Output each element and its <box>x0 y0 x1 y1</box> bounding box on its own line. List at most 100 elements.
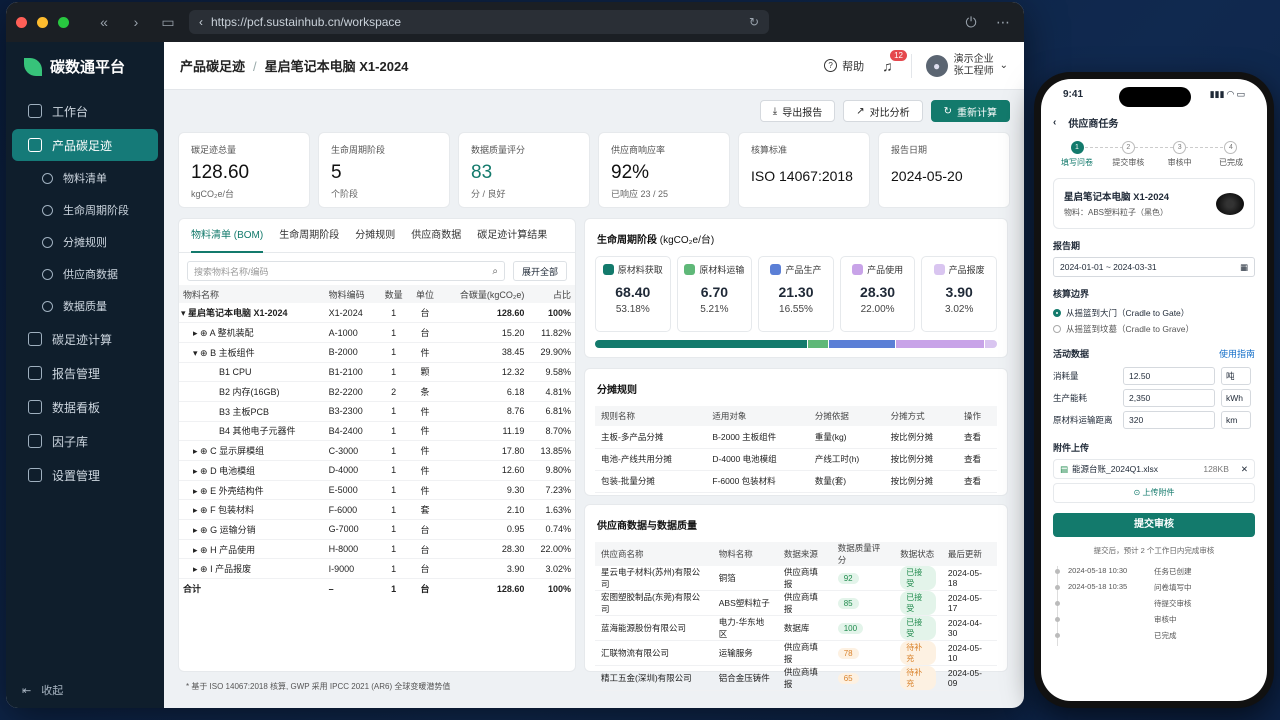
sidebar-item-11[interactable]: 设置管理 <box>12 459 158 491</box>
caret-right-icon[interactable]: ▾ ⊕ <box>193 347 211 358</box>
activity-input[interactable]: 12.50 <box>1123 367 1215 385</box>
export-report-button[interactable]: ⤓ 导出报告 <box>759 100 836 122</box>
back-icon[interactable]: « <box>100 14 108 30</box>
table-row[interactable]: ▸ ⊕ H 产品使用 H-8000 1 台 28.30 22.00% <box>179 539 575 560</box>
lifecycle-card[interactable]: 产品报废 3.90 3.02% <box>921 256 997 332</box>
sidebar-item-10[interactable]: 因子库 <box>12 425 158 457</box>
caret-right-icon[interactable]: ▸ ⊕ <box>193 465 211 476</box>
unit-select[interactable]: 吨 <box>1221 367 1251 385</box>
help-button[interactable]: ? 帮助 <box>824 58 864 74</box>
bom-tab[interactable]: 物料清单 (BOM) <box>191 219 264 253</box>
guide-link[interactable]: 使用指南 <box>1218 349 1255 359</box>
table-row[interactable]: ▸ ⊕ G 运输分销 G-7000 1 台 0.95 0.74% <box>179 519 575 540</box>
bom-co2-cell: 12.32 <box>440 362 529 383</box>
table-row[interactable]: B4 其他电子元器件 B4-2400 1 件 11.19 8.70% <box>179 421 575 442</box>
forward-icon[interactable]: › <box>133 14 139 30</box>
sidebar-item-6[interactable]: 数据质量 <box>12 291 158 321</box>
table-row[interactable]: ▸ ⊕ D 电池模组 D-4000 1 件 12.60 9.80% <box>179 460 575 481</box>
table-row[interactable]: ▾ ⊕ B 主板组件 B-2000 1 件 38.45 29.90% <box>179 342 575 363</box>
company-name: 演示企业 <box>953 53 994 65</box>
activity-input[interactable]: 320 <box>1123 411 1215 429</box>
bom-tab[interactable]: 生命周期阶段 <box>279 229 340 241</box>
period-value: 2024-01-01 ~ 2024-03-31 <box>1060 262 1157 272</box>
remove-file-icon[interactable]: ✕ <box>1240 463 1248 474</box>
quality-icon <box>42 300 53 312</box>
upload-label: 上传附件 <box>1142 488 1175 497</box>
notification-button[interactable]: ♫ 12 <box>882 49 908 74</box>
unit-select[interactable]: kWh <box>1221 389 1251 407</box>
bom-tab[interactable]: 分摊规则 <box>355 229 396 241</box>
sidebar-item-7[interactable]: 碳足迹计算 <box>12 323 158 355</box>
table-row[interactable]: 宏图塑胶制品(东莞)有限公司 ABS塑料粒子 供应商填报 85 已接受 2024-05-1… <box>595 590 997 616</box>
table-row[interactable]: ▸ ⊕ F 包装材料 F-6000 1 套 2.10 1.63% <box>179 499 575 521</box>
bom-unit-cell: 台 <box>409 539 441 560</box>
caret-right-icon[interactable]: ▸ ⊕ <box>193 524 211 535</box>
lifecycle-card[interactable]: 原材料获取 68.40 53.18% <box>595 256 671 332</box>
table-row[interactable]: ▾ 星启笔记本电脑 X1-2024 X1-2024 1 台 128.60 100% <box>179 303 575 324</box>
table-row[interactable]: 蓝海能源股份有限公司 电力-华东地区 数据库 100 已接受 2024-04-30 <box>595 615 997 641</box>
sidebar-item-5[interactable]: 供应商数据 <box>12 259 158 289</box>
lifecycle-card[interactable]: 原材料运输 6.70 5.21% <box>676 256 753 332</box>
table-row[interactable]: B3 主板PCB B3-2300 1 件 8.76 6.81% <box>179 401 575 422</box>
sidebar-item-2[interactable]: 物料清单 <box>12 163 158 193</box>
lifecycle-card[interactable]: 产品使用 28.30 22.00% <box>839 256 916 332</box>
caret-right-icon[interactable]: ▸ ⊕ <box>193 564 211 575</box>
caret-right-icon[interactable]: ▸ ⊕ <box>193 485 211 496</box>
table-row[interactable]: 汇联物流有限公司 运输服务 供应商填报 78 待补充 2024-05-10 <box>595 640 997 666</box>
recalculate-button[interactable]: ↻ 重新计算 <box>930 100 1010 122</box>
compare-button[interactable]: ↗ 对比分析 <box>843 100 923 122</box>
table-row[interactable]: B1 CPU B1-2100 1 颗 12.32 9.58% <box>179 362 575 383</box>
table-row[interactable]: B2 内存(16GB) B2-2200 2 条 6.18 4.81% <box>179 381 575 402</box>
reload-icon[interactable]: ↻ <box>748 15 759 29</box>
view-link[interactable]: 查看 <box>957 426 997 449</box>
boundary-option-grave[interactable]: 从摇篮到坟墓（Cradle to Grave） <box>1053 321 1255 337</box>
table-row[interactable]: ▸ ⊕ I 产品报废 I-9000 1 台 3.90 3.02% <box>179 558 575 580</box>
sidebar-item-4[interactable]: 分摊规则 <box>12 227 158 257</box>
caret-down-icon[interactable]: ▾ <box>181 308 189 319</box>
alloc-cell: 按比例分摊 <box>884 448 958 471</box>
caret-right-icon[interactable]: ▸ ⊕ <box>193 544 211 555</box>
close-window-icon[interactable] <box>16 16 27 28</box>
caret-right-icon[interactable]: ▸ ⊕ <box>193 328 210 339</box>
table-row[interactable]: ▸ ⊕ C 显示屏模组 C-3000 1 件 17.80 13.85% <box>179 440 575 461</box>
sidebar-item-3[interactable]: 生命周期阶段 <box>12 195 158 225</box>
box-icon <box>42 172 53 184</box>
view-link[interactable]: 查看 <box>957 470 997 493</box>
caret-right-icon[interactable]: ▸ ⊕ <box>193 446 211 457</box>
table-row[interactable]: 星云电子材料(苏州)有限公司 铜箔 供应商填报 92 已接受 2024-05-18 <box>595 566 997 591</box>
sidebar-item-1[interactable]: 产品碳足迹 <box>12 129 158 161</box>
step-2: 2 提交审核 <box>1106 141 1150 168</box>
maximize-window-icon[interactable] <box>58 16 69 28</box>
sidebar-item-0[interactable]: 工作台 <box>12 95 158 127</box>
period-input[interactable]: 2024-01-01 ~ 2024-03-31 ▦ <box>1053 257 1255 277</box>
user-menu[interactable]: ● 演示企业 张工程师 ⌄ <box>910 53 1008 78</box>
sidebar-item-label: 碳足迹计算 <box>52 332 113 347</box>
bom-tab[interactable]: 碳足迹计算结果 <box>477 229 548 241</box>
boundary-option-gate[interactable]: 从摇篮到大门（Cradle to Gate） <box>1053 305 1255 321</box>
view-link[interactable]: 查看 <box>957 448 997 471</box>
bom-search-input[interactable]: 搜索物料名称/编码 ⌕ <box>187 261 505 281</box>
table-row[interactable]: ▸ ⊕ A 整机装配 A-1000 1 台 15.20 11.82% <box>179 322 575 343</box>
activity-input[interactable]: 2,350 <box>1123 389 1215 407</box>
address-bar[interactable]: ‹ https://pcf.sustainhub.cn/workspace ↻ <box>189 10 769 34</box>
sidebar-item-8[interactable]: 报告管理 <box>12 357 158 389</box>
table-row[interactable]: 精工五金(深圳)有限公司 铝合金压铸件 供应商填报 65 待补充 2024-05-09 <box>595 665 997 691</box>
expand-all-button[interactable]: 展开全部 <box>512 261 567 281</box>
lifecycle-card[interactable]: 产品生产 21.30 16.55% <box>758 256 834 332</box>
minimize-window-icon[interactable] <box>37 16 48 28</box>
attached-file[interactable]: ▤ 能源台账_2024Q1.xlsx 128KB ✕ <box>1053 459 1255 479</box>
submit-review-button[interactable]: 提交审核 <box>1053 513 1255 537</box>
unit-select[interactable]: km <box>1221 411 1251 429</box>
caret-right-icon[interactable]: ▸ ⊕ <box>193 505 211 516</box>
table-row[interactable]: ▸ ⊕ E 外壳结构件 E-5000 1 件 9.30 7.23% <box>179 480 575 501</box>
back-arrow-icon[interactable]: ‹ <box>1053 116 1057 128</box>
sidebar-item-9[interactable]: 数据看板 <box>12 391 158 423</box>
power-icon[interactable]: ⏻ <box>965 13 977 30</box>
quality-score-pill: 85 <box>837 597 859 609</box>
sidebar-toggle-icon[interactable]: ▭ <box>161 13 175 30</box>
more-icon[interactable]: ⋯ <box>996 13 1010 30</box>
breadcrumb-section[interactable]: 产品碳足迹 <box>180 59 246 74</box>
collapse-button[interactable]: ⇤ 收起 <box>22 682 63 698</box>
bom-tab[interactable]: 供应商数据 <box>411 229 462 241</box>
upload-button[interactable]: ⊙ 上传附件 <box>1053 483 1255 503</box>
